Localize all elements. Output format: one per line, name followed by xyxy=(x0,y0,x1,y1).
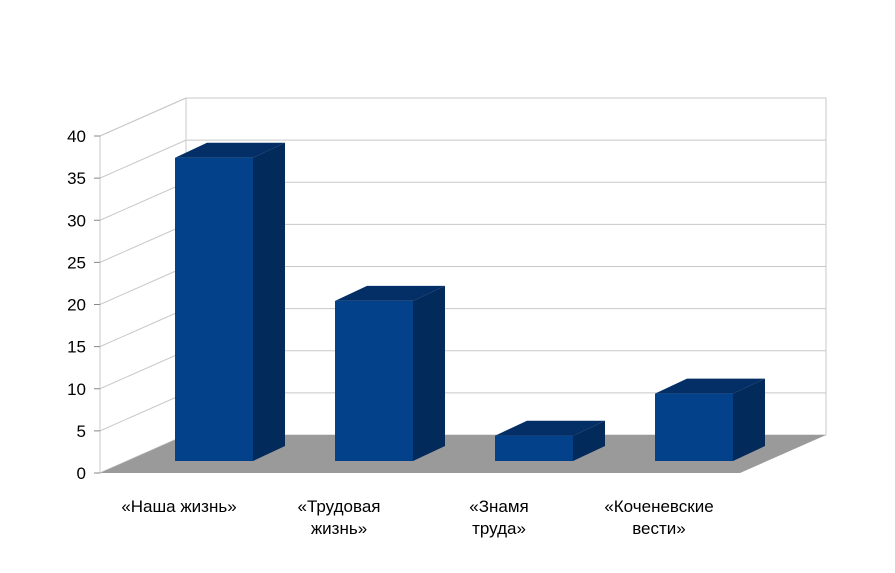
bar-front xyxy=(175,157,253,461)
y-tick-label: 25 xyxy=(67,253,86,272)
bar-side xyxy=(413,285,445,461)
bar-side xyxy=(733,378,765,461)
x-category-label: «Коченевские вести» xyxy=(604,497,713,538)
bar-top xyxy=(655,378,765,394)
x-category-label: «Наша жизнь» xyxy=(121,497,236,516)
y-tick-label: 30 xyxy=(67,211,86,230)
bar-front xyxy=(655,393,733,461)
y-axis-tick-labels: 0 5 10 15 20 25 30 35 40 xyxy=(67,127,86,483)
x-category-label: «Трудовая жизнь» xyxy=(298,497,381,538)
bar-2 xyxy=(495,420,605,461)
gridline-side xyxy=(99,266,187,305)
bar-1 xyxy=(335,285,445,461)
gridline-side xyxy=(99,139,187,179)
gridline-side xyxy=(99,181,187,221)
y-tick-label: 0 xyxy=(77,464,86,483)
gridline-side xyxy=(99,97,187,137)
bar-front xyxy=(335,300,413,461)
x-category-label-line: «Трудовая xyxy=(298,497,381,516)
x-axis-category-labels: «Наша жизнь» «Трудовая жизнь»«Знамя труда»«… xyxy=(121,497,713,538)
gridline-side xyxy=(99,392,187,432)
gridline-side xyxy=(99,350,187,390)
y-tick-label: 15 xyxy=(67,338,86,357)
x-category-label-line: вести» xyxy=(632,519,686,538)
x-category-label-line: труда» xyxy=(472,519,526,538)
bar-side xyxy=(573,420,605,461)
bar-0 xyxy=(175,142,285,461)
gridline-side xyxy=(99,308,187,348)
x-category-label-line: жизнь» xyxy=(311,519,367,538)
bar-top xyxy=(335,285,445,301)
y-tick-label: 20 xyxy=(67,296,86,315)
y-tick-label: 35 xyxy=(67,169,86,188)
bar-front xyxy=(495,435,573,461)
y-tick-label: 40 xyxy=(67,127,86,146)
x-category-label-line: «Знамя xyxy=(469,497,528,516)
x-category-label-line: «Коченевские xyxy=(604,497,713,516)
x-category-label-line: «Наша жизнь» xyxy=(121,497,236,516)
bar-side xyxy=(253,142,285,461)
gridline-side xyxy=(99,223,187,263)
y-tick-label: 10 xyxy=(67,380,86,399)
y-tick-label: 5 xyxy=(77,422,86,441)
x-category-label: «Знамя труда» xyxy=(469,497,528,538)
bar-top xyxy=(495,420,605,436)
bar-top xyxy=(175,142,285,158)
bars xyxy=(175,142,765,461)
bar-3 xyxy=(655,378,765,461)
gridlines xyxy=(94,97,826,474)
